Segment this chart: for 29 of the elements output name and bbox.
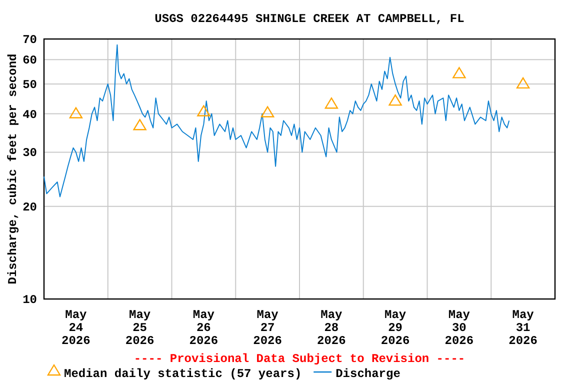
- point: [260, 106, 274, 118]
- x-tick-label: May 29 2026: [380, 308, 410, 348]
- y-tick-label: 20: [22, 200, 37, 214]
- y-tick-label: 60: [22, 54, 37, 68]
- y-tick-label: 50: [22, 78, 37, 92]
- text: ---- Provisional Data Subject to Revision ----: [134, 352, 466, 366]
- point: [516, 77, 530, 89]
- chart-title: USGS 02264495 SHINGLE CREEK AT CAMPBELL, FL: [154, 12, 464, 26]
- x-tick-label: May 26 2026: [189, 308, 218, 348]
- y-axis-title: Discharge, cubic feet per second: [6, 54, 20, 284]
- y-tick-label: 10: [22, 293, 37, 307]
- line-series: [44, 44, 510, 198]
- point: [197, 105, 210, 116]
- point: [452, 67, 466, 78]
- point: [69, 107, 83, 118]
- x-tick-label: May 30 2026: [444, 308, 474, 348]
- x-tick-label: May 25 2026: [125, 308, 154, 348]
- legend-label: Median daily statistic (57 years): [64, 367, 302, 381]
- point: [388, 94, 402, 106]
- x-tick-label: May 24 2026: [62, 308, 90, 348]
- y-tick-label: 40: [22, 108, 37, 122]
- x-tick-label: May 28 2026: [317, 308, 346, 348]
- y-tick-label: 30: [22, 146, 37, 160]
- x-tick-label: May 31 2026: [508, 308, 538, 348]
- x-tick-label: May 27 2026: [253, 308, 282, 348]
- point: [324, 98, 338, 109]
- point: [133, 119, 146, 130]
- legend-label: Discharge: [336, 367, 400, 381]
- y-tick-label: 70: [22, 33, 37, 47]
